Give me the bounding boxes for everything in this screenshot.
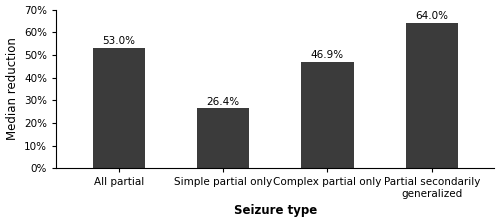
Text: 64.0%: 64.0% (416, 11, 448, 21)
Text: 46.9%: 46.9% (311, 50, 344, 60)
Y-axis label: Median reduction: Median reduction (6, 37, 18, 140)
Bar (406, 23, 458, 168)
X-axis label: Seizure type: Seizure type (234, 204, 317, 217)
Bar (197, 108, 249, 168)
Bar (302, 62, 354, 168)
Text: 26.4%: 26.4% (206, 97, 240, 107)
Bar (92, 48, 145, 168)
Text: 53.0%: 53.0% (102, 36, 136, 46)
